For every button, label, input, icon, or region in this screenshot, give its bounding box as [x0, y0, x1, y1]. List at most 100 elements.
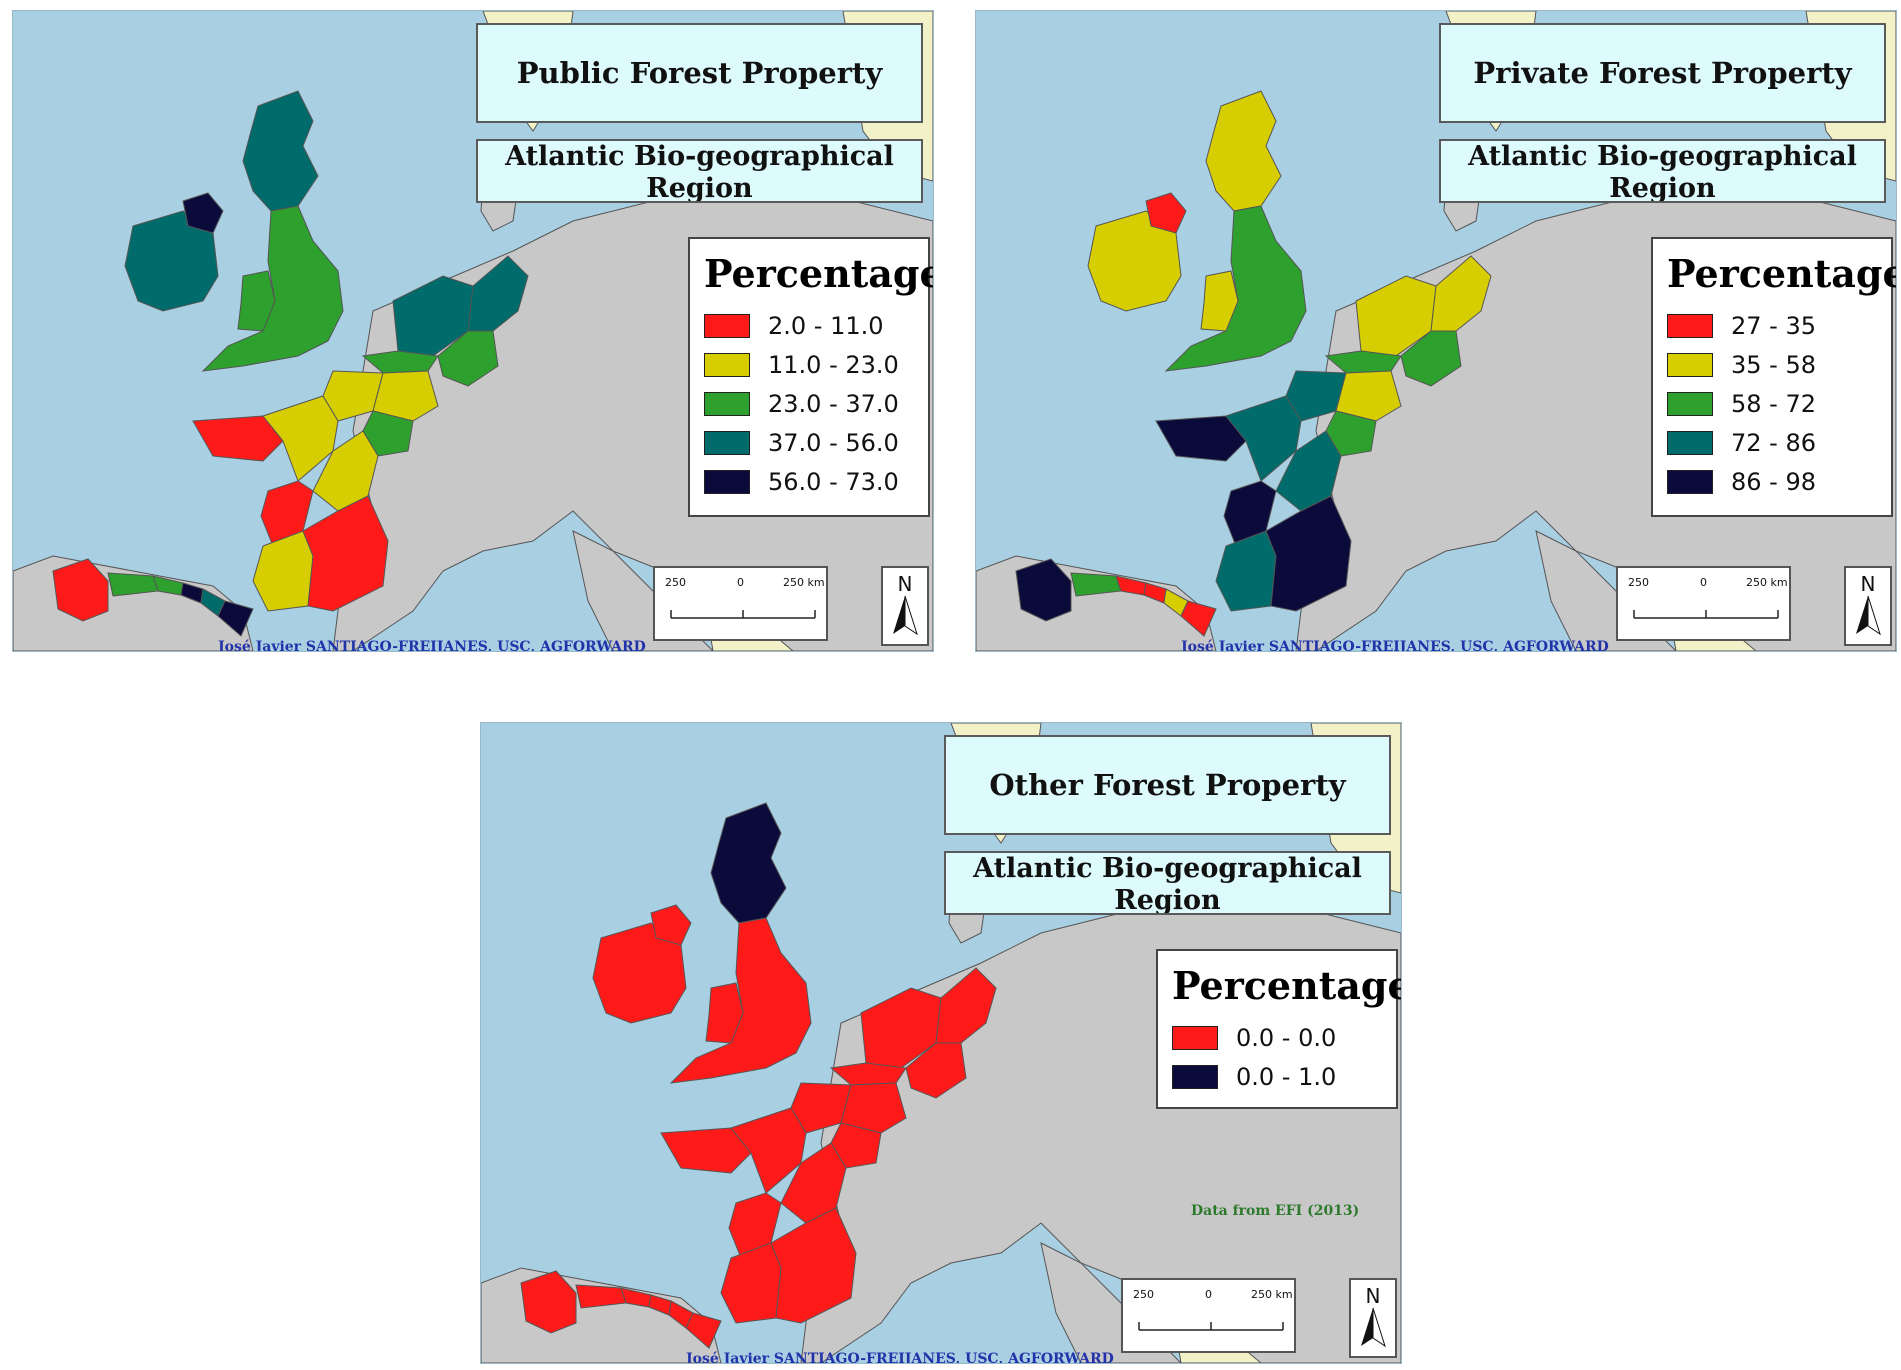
scale-label-left: 250	[1628, 576, 1649, 589]
legend-label: 58 - 72	[1731, 389, 1816, 418]
legend-swatch	[1667, 469, 1713, 494]
scale-label-left: 250	[1133, 1288, 1154, 1301]
north-label: N	[1860, 572, 1876, 596]
legend-swatch	[704, 352, 750, 377]
legend-title: Percentage	[704, 251, 934, 296]
map-canvas	[13, 11, 933, 651]
legend-item: 72 - 86	[1667, 423, 1891, 462]
region-england	[201, 205, 344, 372]
legend-title: Percentage	[1667, 251, 1897, 296]
legend-swatch	[704, 391, 750, 416]
data-source: Data from EFI (2013)	[1191, 1203, 1360, 1219]
scale-bar: 250 0 250 km	[1616, 566, 1791, 641]
map-title: Public Forest Property	[516, 56, 883, 90]
region-northern-ireland	[182, 192, 224, 234]
legend-swatch	[1667, 430, 1713, 455]
north-arrow: N	[1349, 1278, 1397, 1358]
scale-bar: 250 0 250 km	[653, 566, 828, 641]
region-france-n	[1285, 370, 1347, 422]
region-scotland	[242, 90, 319, 212]
scale-label-mid: 0	[1205, 1288, 1212, 1301]
map-subtitle: Atlantic Bio-geographical Region	[973, 853, 1362, 915]
legend-label: 86 - 98	[1731, 467, 1816, 496]
scale-line	[1138, 1322, 1284, 1331]
scale-line	[1633, 610, 1779, 619]
region-northern-ireland	[1145, 192, 1187, 234]
legend-label: 0.0 - 0.0	[1236, 1023, 1337, 1052]
legend-label: 11.0 - 23.0	[768, 350, 899, 379]
scale-label-mid: 0	[1700, 576, 1707, 589]
legend-title: Percentage	[1172, 963, 1402, 1008]
legend-swatch	[704, 313, 750, 338]
region-brittany	[192, 415, 284, 462]
author-credit: José Javier SANTIAGO-FREIJANES, USC, AGF…	[1181, 639, 1609, 652]
legend-item: 0.0 - 1.0	[1172, 1057, 1396, 1096]
map-title-box: Other Forest Property	[944, 735, 1391, 835]
region-galicia	[520, 1270, 577, 1334]
region-belgium	[1324, 350, 1402, 374]
region-france-east	[830, 1122, 882, 1169]
region-belgium	[361, 350, 439, 374]
legend-label: 56.0 - 73.0	[768, 467, 899, 496]
region-france-n	[322, 370, 384, 422]
region-pyrenees	[1180, 600, 1217, 637]
region-wales	[705, 982, 744, 1044]
legend-label: 27 - 35	[1731, 311, 1816, 340]
legend-label: 23.0 - 37.0	[768, 389, 899, 418]
legend-item: 2.0 - 11.0	[704, 306, 928, 345]
region-brittany	[660, 1127, 752, 1174]
legend-items: 2.0 - 11.0 11.0 - 23.0 23.0 - 37.0 37.0 - 5…	[704, 306, 928, 501]
region-france-south	[1265, 495, 1352, 612]
region-france-ne	[840, 1082, 907, 1134]
legend-item: 0.0 - 0.0	[1172, 1018, 1396, 1057]
legend-label: 35 - 58	[1731, 350, 1816, 379]
region-france-sw	[1215, 530, 1277, 612]
region-france-east	[362, 410, 414, 457]
legend-label: 37.0 - 56.0	[768, 428, 899, 457]
legend-item: 86 - 98	[1667, 462, 1891, 501]
legend: Percentage 27 - 35 35 - 58 58 - 72 72 - 86 8…	[1651, 237, 1897, 517]
region-france-south	[770, 1207, 857, 1324]
north-label: N	[897, 572, 913, 596]
region-germany-w	[437, 330, 499, 387]
scale-label-right: 250 km	[1746, 576, 1788, 589]
map-panel-2: Private Forest Property Atlantic Bio-geo…	[975, 10, 1897, 652]
region-germany-w	[1400, 330, 1462, 387]
map-panel-1: Public Forest Property Atlantic Bio-geog…	[12, 10, 934, 652]
region-northern-ireland	[650, 904, 692, 946]
map-title: Private Forest Property	[1473, 56, 1852, 90]
map-title-box: Private Forest Property	[1439, 23, 1886, 123]
north-arrow-icon	[1856, 595, 1881, 636]
legend-item: 27 - 35	[1667, 306, 1891, 345]
north-arrow-icon	[893, 595, 918, 636]
region-france-ne	[1335, 370, 1402, 422]
region-scotland	[1205, 90, 1282, 212]
legend-swatch	[1667, 352, 1713, 377]
north-label: N	[1365, 1284, 1381, 1308]
north-arrow: N	[881, 566, 929, 646]
region-galicia	[1015, 558, 1072, 622]
region-scotland	[710, 802, 787, 924]
map-subtitle: Atlantic Bio-geographical Region	[1468, 141, 1857, 203]
scale-label-left: 250	[665, 576, 686, 589]
region-france-south	[302, 495, 389, 612]
legend-item: 35 - 58	[1667, 345, 1891, 384]
map-subtitle: Atlantic Bio-geographical Region	[505, 141, 894, 203]
legend-swatch	[1172, 1064, 1218, 1089]
map-panel-3: Other Forest Property Atlantic Bio-geogr…	[480, 722, 1402, 1364]
author-credit: José Javier SANTIAGO-FREIJANES, USC, AGF…	[218, 639, 646, 652]
legend-item: 11.0 - 23.0	[704, 345, 928, 384]
legend-swatch	[704, 469, 750, 494]
legend-item: 37.0 - 56.0	[704, 423, 928, 462]
legend-label: 0.0 - 1.0	[1236, 1062, 1337, 1091]
legend-swatch	[1667, 313, 1713, 338]
map-title-box: Public Forest Property	[476, 23, 923, 123]
region-england	[1164, 205, 1307, 372]
scale-line	[670, 610, 816, 619]
legend: Percentage 0.0 - 0.0 0.0 - 1.0	[1156, 949, 1402, 1109]
map-subtitle-box: Atlantic Bio-geographical Region	[1439, 139, 1886, 203]
legend-item: 58 - 72	[1667, 384, 1891, 423]
legend-items: 0.0 - 0.0 0.0 - 1.0	[1172, 1018, 1396, 1096]
region-pyrenees	[685, 1312, 722, 1349]
legend-label: 2.0 - 11.0	[768, 311, 884, 340]
